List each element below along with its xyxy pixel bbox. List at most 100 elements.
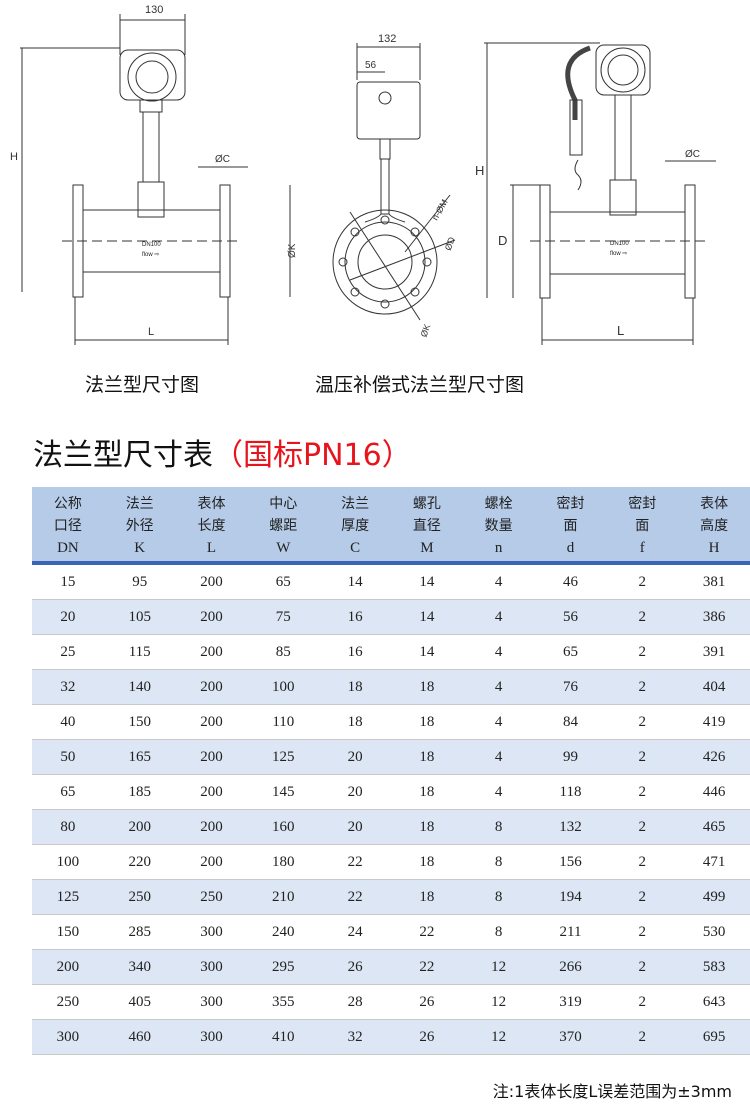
table-title-standard: （国标PN16） bbox=[213, 438, 412, 473]
table-cell: 300 bbox=[32, 1019, 104, 1055]
table-cell: 14 bbox=[319, 563, 391, 600]
table-row: 20 105 200 75 16 14 4 56 2 386 bbox=[32, 599, 750, 635]
dim-h: H bbox=[10, 151, 18, 163]
table-cell: 391 bbox=[678, 634, 750, 670]
column-header-name: 螺孔直径 bbox=[412, 496, 441, 534]
table-cell: 8 bbox=[462, 914, 535, 950]
table-cell: 16 bbox=[319, 599, 391, 635]
column-header: 密封面 f bbox=[606, 487, 679, 565]
table-row: 250 405 300 355 28 26 12 319 2 643 bbox=[32, 984, 750, 1020]
table-cell: 370 bbox=[534, 1019, 607, 1055]
table-cell: 2 bbox=[606, 1019, 679, 1055]
table-cell: 2 bbox=[606, 844, 679, 880]
table-cell: 410 bbox=[247, 1019, 320, 1055]
table-cell: 2 bbox=[606, 669, 679, 705]
table-cell: 180 bbox=[247, 844, 320, 880]
table-cell: 26 bbox=[319, 949, 391, 985]
flow-label: flow ⇨ bbox=[142, 252, 159, 258]
compensated-drawing-caption: 温压补偿式法兰型尺寸图 bbox=[315, 374, 525, 396]
table-cell: 695 bbox=[678, 1019, 750, 1055]
table-cell: 65 bbox=[534, 634, 607, 670]
table-cell: 125 bbox=[247, 739, 320, 775]
body-label-comp: DN100 bbox=[610, 241, 629, 247]
column-header: 法兰厚度 C bbox=[319, 487, 391, 565]
column-header: 螺孔直径 M bbox=[390, 487, 463, 565]
table-cell: 18 bbox=[390, 844, 463, 880]
column-header: 表体长度 L bbox=[175, 487, 248, 565]
table-cell: 220 bbox=[103, 844, 176, 880]
column-header: 公称口径 DN bbox=[32, 487, 104, 565]
table-cell: 2 bbox=[606, 914, 679, 950]
column-header-symbol: M bbox=[420, 540, 434, 556]
table-cell: 18 bbox=[319, 704, 391, 740]
table-cell: 156 bbox=[534, 844, 607, 880]
table-cell: 28 bbox=[319, 984, 391, 1020]
column-header: 密封面 d bbox=[534, 487, 607, 565]
table-cell: 211 bbox=[534, 914, 607, 950]
column-header: 表体高度 H bbox=[678, 487, 750, 565]
table-cell: 2 bbox=[606, 774, 679, 810]
table-cell: 18 bbox=[390, 879, 463, 915]
table-cell: 22 bbox=[390, 914, 463, 950]
column-header-name: 表体长度 bbox=[197, 496, 226, 534]
table-cell: 2 bbox=[606, 704, 679, 740]
side-view-drawing: 132 56 n-ØM ØD ØK bbox=[332, 33, 457, 338]
column-header-name: 法兰厚度 bbox=[341, 496, 370, 534]
table-cell: 14 bbox=[390, 634, 463, 670]
table-cell: 22 bbox=[319, 844, 391, 880]
table-cell: 2 bbox=[606, 634, 679, 670]
column-header-symbol: W bbox=[276, 540, 291, 556]
table-row: 25 115 200 85 16 14 4 65 2 391 bbox=[32, 634, 750, 670]
column-header-name: 法兰外径 bbox=[125, 496, 154, 534]
table-row: 50 165 200 125 20 18 4 99 2 426 bbox=[32, 739, 750, 775]
table-cell: 266 bbox=[534, 949, 607, 985]
table-cell: 75 bbox=[247, 599, 320, 635]
table-cell: 26 bbox=[390, 984, 463, 1020]
table-cell: 40 bbox=[32, 704, 104, 740]
table-cell: 4 bbox=[462, 634, 535, 670]
table-cell: 56 bbox=[534, 599, 607, 635]
table-cell: 300 bbox=[175, 949, 248, 985]
table-cell: 8 bbox=[462, 879, 535, 915]
table-cell: 115 bbox=[103, 634, 176, 670]
table-cell: 22 bbox=[390, 949, 463, 985]
table-cell: 4 bbox=[462, 563, 535, 600]
column-header-name: 密封面 bbox=[556, 496, 585, 534]
table-cell: 643 bbox=[678, 984, 750, 1020]
table-cell: 118 bbox=[534, 774, 607, 810]
table-cell: 4 bbox=[462, 669, 535, 705]
table-cell: 583 bbox=[678, 949, 750, 985]
column-header-name: 密封面 bbox=[628, 496, 657, 534]
table-cell: 200 bbox=[175, 774, 248, 810]
table-cell: 405 bbox=[103, 984, 176, 1020]
table-cell: 26 bbox=[390, 1019, 463, 1055]
table-cell: 465 bbox=[678, 809, 750, 845]
table-cell: 200 bbox=[175, 634, 248, 670]
table-cell: 471 bbox=[678, 844, 750, 880]
column-header-symbol: C bbox=[350, 540, 361, 556]
table-cell: 300 bbox=[175, 914, 248, 950]
table-cell: 319 bbox=[534, 984, 607, 1020]
table-row: 32 140 200 100 18 18 4 76 2 404 bbox=[32, 669, 750, 705]
table-cell: 65 bbox=[32, 774, 104, 810]
table-cell: 8 bbox=[462, 844, 535, 880]
table-cell: 240 bbox=[247, 914, 320, 950]
table-cell: 99 bbox=[534, 739, 607, 775]
table-cell: 381 bbox=[678, 563, 750, 600]
table-cell: 24 bbox=[319, 914, 391, 950]
table-cell: 65 bbox=[247, 563, 320, 600]
table-title-main: 法兰型尺寸表 bbox=[33, 438, 213, 473]
table-cell: 2 bbox=[606, 879, 679, 915]
table-cell: 50 bbox=[32, 739, 104, 775]
table-cell: 20 bbox=[319, 809, 391, 845]
table-row: 200 340 300 295 26 22 12 266 2 583 bbox=[32, 949, 750, 985]
table-cell: 20 bbox=[32, 599, 104, 635]
table-cell: 76 bbox=[534, 669, 607, 705]
table-cell: 95 bbox=[103, 563, 176, 600]
table-cell: 18 bbox=[390, 809, 463, 845]
table-cell: 140 bbox=[103, 669, 176, 705]
dim-n-m: n-ØM bbox=[430, 198, 450, 222]
table-title: 法兰型尺寸表（国标PN16） bbox=[33, 430, 412, 474]
table-row: 300 460 300 410 32 26 12 370 2 695 bbox=[32, 1019, 750, 1055]
table-cell: 295 bbox=[247, 949, 320, 985]
